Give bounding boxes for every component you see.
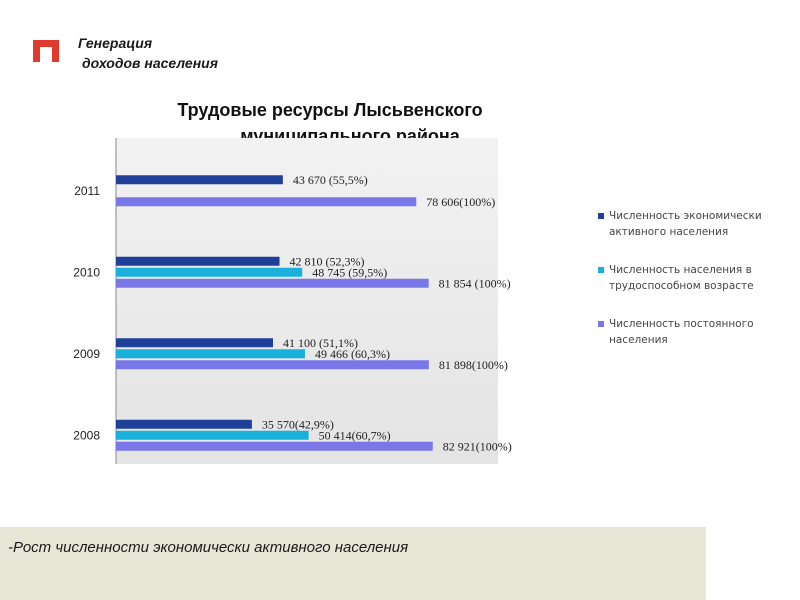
data-label: 81 898(100%) <box>439 358 508 372</box>
legend-item-working-age: Численность населения в трудоспособном в… <box>598 262 788 294</box>
header-title: Генерация доходов населения <box>78 33 218 73</box>
legend-swatch-working-age <box>598 267 604 273</box>
legend-label-permanent: Численность постоянного населения <box>609 318 754 346</box>
bar <box>116 267 303 277</box>
data-label: 42 810 (52,3%) <box>290 254 365 268</box>
data-label: 35 570(42,9%) <box>262 417 334 431</box>
footer-text: -Рост численности экономически активного… <box>8 539 409 556</box>
logo-icon <box>33 40 59 62</box>
footer-box: -Рост численности экономически активного… <box>0 527 706 600</box>
bar <box>116 256 280 266</box>
data-label: 48 745 (59,5%) <box>312 265 387 279</box>
plot-area <box>116 138 498 464</box>
data-label: 82 921(100%) <box>443 439 512 453</box>
category-label: 2009 <box>73 347 100 361</box>
bar <box>116 441 433 451</box>
legend-item-permanent: Численность постоянного населения <box>598 316 788 348</box>
category-label: 2011 <box>74 184 100 198</box>
bar <box>116 338 274 348</box>
legend-item-active: Численность экономически активного насел… <box>598 208 788 240</box>
data-label: 43 670 (55,5%) <box>293 173 368 187</box>
legend-swatch-active <box>598 213 604 219</box>
bar <box>116 349 305 359</box>
data-label: 50 414(60,7%) <box>319 428 391 442</box>
header-title-line1: Генерация <box>78 35 153 51</box>
chart-legend: Численность экономически активного насел… <box>598 208 788 370</box>
legend-swatch-permanent <box>598 321 604 327</box>
header-title-line2: доходов населения <box>82 55 218 71</box>
bar <box>116 278 429 288</box>
bar <box>116 419 252 429</box>
category-label: 2008 <box>73 428 100 442</box>
bar <box>116 430 309 440</box>
bar <box>116 360 429 370</box>
category-label: 2010 <box>73 265 100 279</box>
data-label: 81 854 (100%) <box>439 276 511 290</box>
chart-title-line1: Трудовые ресурсы Лысьвенского <box>177 100 483 120</box>
legend-label-working-age: Численность населения в трудоспособном в… <box>609 264 754 292</box>
bar <box>116 197 417 207</box>
data-label: 41 100 (51,1%) <box>283 336 358 350</box>
data-label: 49 466 (60,3%) <box>315 347 390 361</box>
data-label: 78 606(100%) <box>426 195 495 209</box>
bar <box>116 175 283 185</box>
legend-label-active: Численность экономически активного насел… <box>609 210 762 238</box>
